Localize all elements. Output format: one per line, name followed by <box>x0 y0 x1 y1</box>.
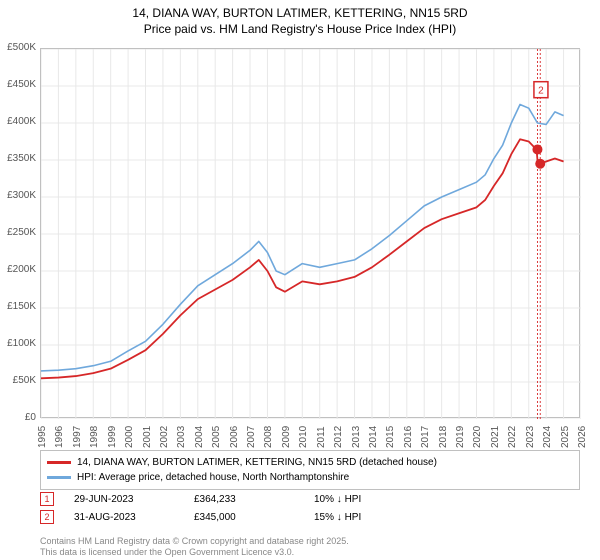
chart-title-block: 14, DIANA WAY, BURTON LATIMER, KETTERING… <box>0 0 600 37</box>
y-tick-label: £350K <box>0 153 36 164</box>
y-tick-label: £200K <box>0 264 36 275</box>
legend-swatch <box>47 461 71 464</box>
legend-swatch <box>47 476 71 479</box>
legend-label: 14, DIANA WAY, BURTON LATIMER, KETTERING… <box>77 457 437 468</box>
legend-box: 14, DIANA WAY, BURTON LATIMER, KETTERING… <box>40 450 580 490</box>
chart-plot-area: 2 <box>40 48 580 418</box>
legend-label: HPI: Average price, detached house, Nort… <box>77 472 349 483</box>
y-tick-label: £450K <box>0 79 36 90</box>
chart-container: 14, DIANA WAY, BURTON LATIMER, KETTERING… <box>0 0 600 560</box>
marker-row: 2 31-AUG-2023 £345,000 15% ↓ HPI <box>40 508 580 526</box>
legend-item: HPI: Average price, detached house, Nort… <box>47 470 573 485</box>
svg-text:2: 2 <box>538 86 544 97</box>
marker-price: £345,000 <box>194 512 314 523</box>
y-tick-label: £100K <box>0 338 36 349</box>
y-tick-label: £0 <box>0 412 36 423</box>
y-tick-label: £400K <box>0 116 36 127</box>
marker-price: £364,233 <box>194 494 314 505</box>
marker-date: 29-JUN-2023 <box>74 494 194 505</box>
y-tick-label: £150K <box>0 301 36 312</box>
legend-item: 14, DIANA WAY, BURTON LATIMER, KETTERING… <box>47 455 573 470</box>
marker-delta: 10% ↓ HPI <box>314 494 434 505</box>
y-tick-label: £300K <box>0 190 36 201</box>
y-tick-label: £50K <box>0 375 36 386</box>
y-tick-label: £500K <box>0 42 36 53</box>
title-line-2: Price paid vs. HM Land Registry's House … <box>0 22 600 38</box>
marker-date: 31-AUG-2023 <box>74 512 194 523</box>
y-tick-label: £250K <box>0 227 36 238</box>
marker-table: 1 29-JUN-2023 £364,233 10% ↓ HPI 2 31-AU… <box>40 490 580 526</box>
footer-attribution: Contains HM Land Registry data © Crown c… <box>40 536 349 558</box>
x-tick-label: 2026 <box>577 426 600 448</box>
chart-svg: 2 <box>41 49 581 419</box>
marker-number-box: 2 <box>40 510 54 524</box>
footer-line-2: This data is licensed under the Open Gov… <box>40 547 349 558</box>
marker-delta: 15% ↓ HPI <box>314 512 434 523</box>
marker-number-box: 1 <box>40 492 54 506</box>
marker-row: 1 29-JUN-2023 £364,233 10% ↓ HPI <box>40 490 580 508</box>
title-line-1: 14, DIANA WAY, BURTON LATIMER, KETTERING… <box>0 6 600 22</box>
footer-line-1: Contains HM Land Registry data © Crown c… <box>40 536 349 547</box>
